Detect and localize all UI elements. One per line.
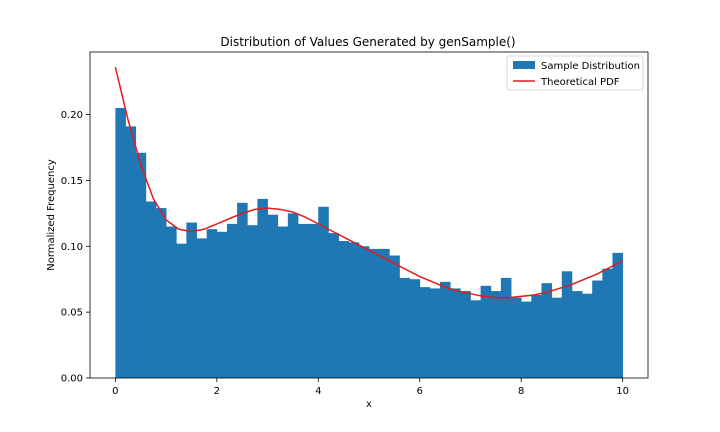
x-tick-label: 2 — [214, 386, 220, 397]
histogram-bar — [155, 208, 167, 378]
x-tick-label: 6 — [417, 386, 423, 397]
histogram-bar — [338, 241, 350, 378]
y-tick-label: 0.15 — [61, 176, 83, 187]
histogram-bar — [551, 297, 563, 378]
histogram-bar — [267, 214, 279, 378]
plot-frame — [89, 51, 649, 379]
histogram-bar — [125, 126, 137, 379]
x-axis-ticks: 0 2 4 6 8 10 — [112, 378, 629, 397]
legend-label-pdf: Theoretical PDF — [540, 77, 620, 88]
histogram-bar — [237, 202, 248, 378]
histogram-bar — [135, 152, 147, 378]
pdf-line — [114, 66, 623, 299]
histogram-bar — [145, 201, 157, 378]
legend-box — [506, 55, 644, 91]
legend: Sample Distribution Theoretical PDF — [506, 55, 644, 91]
histogram-bar — [115, 107, 126, 378]
histogram-bar — [257, 198, 268, 378]
x-tick-label: 0 — [112, 386, 118, 397]
x-tick-label: 8 — [518, 386, 524, 397]
histogram-bar — [277, 226, 289, 378]
x-tick-label: 4 — [315, 386, 321, 397]
histogram-bar — [196, 238, 208, 378]
legend-label-histogram: Sample Distribution — [541, 61, 640, 72]
histogram-bar — [450, 288, 461, 378]
histogram-bar — [328, 233, 339, 378]
histogram-bar — [216, 231, 228, 378]
histogram-bar — [287, 213, 299, 378]
histogram-bar — [389, 255, 400, 378]
histogram-bar — [521, 301, 532, 378]
histogram-bar — [612, 252, 624, 378]
histogram-bar — [561, 271, 573, 378]
x-axis-label: x — [366, 399, 372, 410]
histogram-bar — [358, 246, 370, 378]
histogram-bar — [297, 223, 309, 378]
chart-title: Distribution of Values Generated by genS… — [220, 35, 515, 49]
histogram-bar — [226, 223, 238, 378]
histogram-bar — [429, 288, 441, 378]
histogram-bar — [247, 225, 258, 378]
histogram-bar — [511, 297, 522, 378]
histogram-bar — [186, 222, 197, 378]
histogram-bar — [541, 283, 553, 378]
histogram-bar — [592, 280, 603, 378]
histogram-bar — [490, 291, 502, 378]
histogram-bar — [460, 291, 471, 378]
histogram-bar — [166, 226, 177, 378]
histogram-bar — [480, 285, 492, 378]
y-tick-label: 0.05 — [61, 308, 83, 319]
histogram-bar — [582, 293, 593, 378]
histogram-bar — [500, 277, 512, 378]
histogram-bar — [440, 281, 451, 378]
histogram-bar — [531, 295, 542, 378]
legend-swatch-histogram — [513, 61, 535, 69]
histogram-bar — [470, 300, 481, 378]
histogram-bar — [308, 223, 319, 378]
y-tick-label: 0.10 — [61, 242, 83, 253]
histogram-bar — [602, 268, 613, 378]
y-axis-label: Normalized Frequency — [46, 159, 57, 271]
pdf-line-group — [114, 66, 623, 299]
histogram-bar — [348, 242, 360, 378]
histogram-bar — [419, 287, 431, 378]
histogram-bar — [571, 291, 583, 378]
histogram-bar — [318, 206, 329, 378]
histogram-bar — [409, 279, 421, 378]
histogram-bar — [206, 229, 218, 378]
y-tick-label: 0.20 — [61, 110, 83, 121]
histogram-bar — [176, 243, 187, 378]
histogram-bar — [369, 248, 380, 378]
histogram-bar — [379, 248, 390, 378]
bars-group — [115, 107, 624, 379]
x-tick-label: 10 — [616, 386, 629, 397]
histogram-bar — [399, 277, 410, 378]
y-axis-ticks: 0.00 0.05 0.10 0.15 0.20 — [61, 110, 90, 385]
y-tick-label: 0.00 — [61, 374, 83, 385]
